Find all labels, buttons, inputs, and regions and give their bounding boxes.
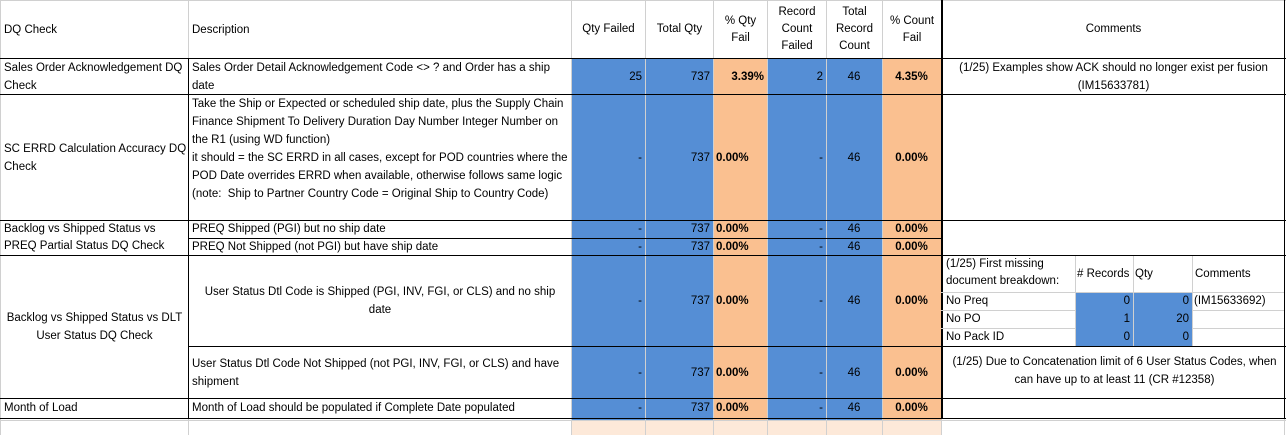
record-total-value[interactable]: 46 xyxy=(847,402,861,414)
breakdown-comment[interactable] xyxy=(1193,311,1284,328)
header-record-count-failed: Record Count Failed xyxy=(778,6,816,52)
total-qty-value[interactable]: 737 xyxy=(690,151,710,164)
dq-description[interactable]: PREQ Not Shipped (not PGI) but have ship… xyxy=(192,241,439,253)
breakdown-comment[interactable]: (IM15633692) xyxy=(1194,295,1266,307)
header-description: Description xyxy=(192,23,250,36)
breakdown-comment[interactable] xyxy=(1193,329,1284,346)
breakdown-label[interactable]: No Pack ID xyxy=(946,331,1005,343)
total-qty-value[interactable]: 737 xyxy=(690,223,710,235)
dq-description[interactable]: User Status Dtl Code Not Shipped (not PG… xyxy=(192,358,560,388)
pct-count-fail-value[interactable]: 0.00% xyxy=(895,366,928,379)
blank-row-fill xyxy=(571,420,941,435)
breakdown-records[interactable]: 0 xyxy=(1123,295,1130,307)
record-failed-value[interactable]: - xyxy=(819,223,823,235)
total-qty-value[interactable]: 737 xyxy=(690,366,710,379)
breakdown-header-qty[interactable]: Qty xyxy=(1135,268,1153,280)
pct-qty-fail-value[interactable]: 0.00% xyxy=(716,295,749,307)
record-total-value[interactable]: 46 xyxy=(847,241,861,253)
qty-failed-value[interactable]: - xyxy=(638,223,642,235)
header-pct-qty-fail: % Qty Fail xyxy=(724,14,757,44)
total-qty-fill xyxy=(645,59,713,420)
record-failed-value[interactable]: - xyxy=(819,366,823,379)
qty-failed-value[interactable]: - xyxy=(638,366,642,379)
header-dq-check: DQ Check xyxy=(4,23,58,36)
record-failed-value[interactable]: - xyxy=(819,151,823,164)
record-total-value[interactable]: 46 xyxy=(847,295,861,307)
pct-count-fail-value[interactable]: 0.00% xyxy=(895,295,928,307)
comment-text[interactable]: (1/25) Due to Concatenation limit of 6 U… xyxy=(952,356,1277,386)
breakdown-label[interactable]: No PO xyxy=(946,313,981,325)
breakdown-records-fill xyxy=(1076,293,1133,346)
comment-text[interactable]: (1/25) Examples show ACK should no longe… xyxy=(959,62,1268,92)
qty-failed-fill xyxy=(571,59,645,420)
qty-failed-value[interactable]: 25 xyxy=(629,70,642,83)
record-total-value[interactable]: 46 xyxy=(847,223,861,235)
dq-check-name[interactable]: Month of Load xyxy=(4,402,78,414)
dq-description[interactable]: Month of Load should be populated if Com… xyxy=(192,402,515,414)
dq-description[interactable]: User Status Dtl Code is Shipped (PGI, IN… xyxy=(204,286,556,316)
header-total-qty: Total Qty xyxy=(656,23,703,35)
header-pct-count-fail: % Count Fail xyxy=(889,14,935,44)
pct-qty-fail-value[interactable]: 0.00% xyxy=(716,366,749,379)
pct-qty-fill xyxy=(713,59,767,420)
breakdown-title[interactable]: (1/25) First missing document breakdown: xyxy=(946,258,1060,287)
total-qty-value[interactable]: 737 xyxy=(690,402,710,414)
dq-check-name[interactable]: Backlog vs Shipped Status vs PREQ Partia… xyxy=(4,223,165,252)
header-comments: Comments xyxy=(1085,23,1142,35)
qty-failed-value[interactable]: - xyxy=(638,295,642,307)
pct-count-fill xyxy=(882,59,941,420)
dq-description[interactable]: Take the Ship or Expected or scheduled s… xyxy=(192,98,568,200)
total-qty-value[interactable]: 737 xyxy=(690,70,710,83)
dq-check-name[interactable]: Sales Order Acknowledgement DQ Check xyxy=(4,62,183,92)
pct-qty-fail-value[interactable]: 0.00% xyxy=(716,241,749,253)
header-qty-failed: Qty Failed xyxy=(582,23,635,35)
pct-qty-fail-value[interactable]: 3.39% xyxy=(731,70,764,83)
breakdown-header-records[interactable]: # Records xyxy=(1077,268,1130,280)
record-total-value[interactable]: 46 xyxy=(847,70,861,83)
record-total-value[interactable]: 46 xyxy=(847,366,861,379)
total-qty-value[interactable]: 737 xyxy=(690,241,710,253)
pct-count-fail-value[interactable]: 0.00% xyxy=(895,223,928,235)
record-failed-value[interactable]: - xyxy=(819,241,823,253)
dq-check-name[interactable]: Backlog vs Shipped Status vs DLT User St… xyxy=(6,312,183,342)
qty-failed-value[interactable]: - xyxy=(638,402,642,414)
breakdown-qty[interactable]: 20 xyxy=(1176,313,1189,325)
pct-count-fail-value[interactable]: 0.00% xyxy=(895,402,928,414)
record-total-fill xyxy=(826,59,882,420)
total-qty-value[interactable]: 737 xyxy=(690,295,710,307)
pct-qty-fail-value[interactable]: 0.00% xyxy=(716,223,749,235)
record-failed-value[interactable]: - xyxy=(819,295,823,307)
qty-failed-value[interactable]: - xyxy=(638,151,642,164)
record-failed-value[interactable]: - xyxy=(819,402,823,414)
header-total-record-count: Total Record Count xyxy=(835,6,874,52)
breakdown-qty-fill xyxy=(1134,293,1192,346)
breakdown-records[interactable]: 0 xyxy=(1123,331,1130,343)
pct-count-fail-value[interactable]: 0.00% xyxy=(895,151,928,164)
breakdown-header-comments[interactable]: Comments xyxy=(1195,268,1251,280)
breakdown-qty[interactable]: 0 xyxy=(1182,331,1189,343)
dq-description[interactable]: Sales Order Detail Acknowledgement Code … xyxy=(192,62,550,92)
pct-count-fail-value[interactable]: 4.35% xyxy=(895,70,928,83)
dq-check-name[interactable]: SC ERRD Calculation Accuracy DQ Check xyxy=(4,142,187,173)
record-total-value[interactable]: 46 xyxy=(847,151,861,164)
record-failed-fill xyxy=(767,59,826,420)
pct-qty-fail-value[interactable]: 0.00% xyxy=(716,402,749,414)
breakdown-records[interactable]: 1 xyxy=(1123,313,1130,325)
pct-qty-fail-value[interactable]: 0.00% xyxy=(716,151,749,164)
breakdown-qty[interactable]: 0 xyxy=(1182,295,1189,307)
breakdown-label[interactable]: No Preq xyxy=(946,295,989,307)
dq-description[interactable]: PREQ Shipped (PGI) but no ship date xyxy=(192,223,386,235)
record-failed-value[interactable]: 2 xyxy=(816,70,823,83)
qty-failed-value[interactable]: - xyxy=(638,241,642,253)
pct-count-fail-value[interactable]: 0.00% xyxy=(895,241,928,253)
